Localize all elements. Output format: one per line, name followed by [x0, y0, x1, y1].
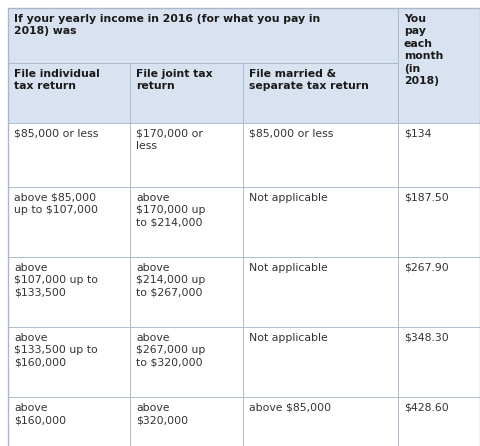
Bar: [8, 327, 130, 397]
Bar: [8, 123, 130, 187]
Text: $85,000 or less: $85,000 or less: [14, 129, 98, 139]
Text: above
$133,500 up to
$160,000: above $133,500 up to $160,000: [14, 333, 97, 368]
Text: If your yearly income in 2016 (for what you pay in
2018) was: If your yearly income in 2016 (for what …: [14, 14, 320, 37]
Text: Not applicable: Not applicable: [249, 193, 327, 203]
Bar: [8, 397, 130, 446]
Text: File joint tax
return: File joint tax return: [136, 69, 212, 91]
Text: $348.30: $348.30: [403, 333, 448, 343]
Text: Not applicable: Not applicable: [249, 333, 327, 343]
Text: File individual
tax return: File individual tax return: [14, 69, 99, 91]
Text: $428.60: $428.60: [403, 403, 448, 413]
Bar: [397, 8, 479, 123]
Bar: [397, 257, 479, 327]
Text: $170,000 or
less: $170,000 or less: [136, 129, 203, 151]
Text: Not applicable: Not applicable: [249, 263, 327, 273]
Text: You
pay
each
month
(in
2018): You pay each month (in 2018): [403, 14, 443, 86]
Bar: [130, 257, 242, 327]
Text: File married &
separate tax return: File married & separate tax return: [249, 69, 368, 91]
Text: above
$170,000 up
to $214,000: above $170,000 up to $214,000: [136, 193, 205, 228]
Bar: [242, 257, 397, 327]
Bar: [242, 63, 397, 123]
Text: $267.90: $267.90: [403, 263, 448, 273]
Bar: [242, 327, 397, 397]
Bar: [8, 257, 130, 327]
Bar: [242, 187, 397, 257]
Bar: [397, 397, 479, 446]
Bar: [242, 123, 397, 187]
Bar: [242, 397, 397, 446]
Bar: [397, 187, 479, 257]
Text: above
$320,000: above $320,000: [136, 403, 188, 425]
Bar: [130, 123, 242, 187]
Text: $187.50: $187.50: [403, 193, 448, 203]
Text: $85,000 or less: $85,000 or less: [249, 129, 333, 139]
Bar: [130, 397, 242, 446]
Text: $134: $134: [403, 129, 431, 139]
Text: above
$214,000 up
to $267,000: above $214,000 up to $267,000: [136, 263, 205, 298]
Text: above
$267,000 up
to $320,000: above $267,000 up to $320,000: [136, 333, 205, 368]
Bar: [8, 8, 397, 63]
Bar: [130, 187, 242, 257]
Bar: [130, 327, 242, 397]
Bar: [397, 123, 479, 187]
Text: above
$160,000: above $160,000: [14, 403, 66, 425]
Text: above $85,000
up to $107,000: above $85,000 up to $107,000: [14, 193, 98, 215]
Text: above
$107,000 up to
$133,500: above $107,000 up to $133,500: [14, 263, 98, 298]
Bar: [130, 63, 242, 123]
Text: above $85,000: above $85,000: [249, 403, 330, 413]
Bar: [8, 187, 130, 257]
Bar: [397, 327, 479, 397]
Bar: [8, 63, 130, 123]
